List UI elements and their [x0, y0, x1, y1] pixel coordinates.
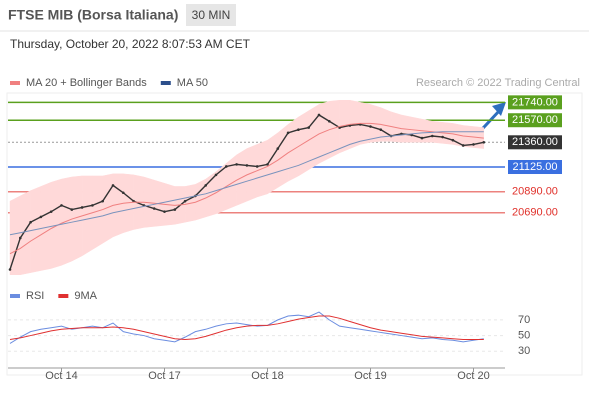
point [286, 131, 290, 135]
x-tick-label: Oct 17 [148, 370, 180, 382]
datetime: Thursday, October 20, 2022 8:07:53 AM CE… [10, 37, 251, 51]
point [163, 210, 166, 213]
point [49, 210, 53, 213]
x-tick-label: Oct 19 [354, 370, 386, 382]
point [266, 163, 269, 166]
point [420, 136, 424, 140]
legend-label: RSI [26, 290, 44, 302]
point [91, 204, 94, 207]
indicator-line [9, 131, 484, 236]
level-label: 21125.00 [512, 161, 557, 173]
point [441, 135, 444, 139]
frame [6, 92, 583, 376]
point [472, 143, 475, 146]
y-tick-label: 50 [518, 329, 530, 341]
point [235, 163, 238, 166]
bollinger-band [226, 154, 237, 210]
point [307, 126, 311, 129]
point [183, 199, 187, 203]
x-tick-label: Oct 18 [251, 370, 283, 382]
x-tick-label: Oct 14 [45, 370, 77, 382]
point [482, 141, 486, 144]
x-tick-label: Oct 20 [457, 370, 489, 382]
point [60, 204, 63, 207]
point [19, 236, 22, 240]
point [379, 128, 383, 131]
point [369, 125, 372, 128]
legend-label: MA 20 + Bollinger Bands [26, 77, 147, 89]
point [101, 199, 104, 203]
point [204, 184, 207, 187]
point [276, 147, 280, 150]
point [152, 207, 156, 210]
point [451, 138, 455, 142]
point [255, 165, 259, 168]
y-tick-label: 70 [518, 314, 530, 326]
level-label: 21360.00 [512, 136, 558, 148]
legend-label: MA 50 [177, 77, 208, 89]
point [111, 184, 115, 187]
level-label: 21570.00 [512, 114, 558, 126]
arrow-head [492, 102, 506, 116]
point [317, 113, 321, 117]
point [122, 191, 125, 195]
point [214, 173, 218, 177]
legend-swatch [160, 81, 171, 85]
title: FTSE MIB (Borsa Italiana) [8, 7, 178, 23]
legend-swatch [10, 294, 20, 298]
point [80, 206, 84, 209]
level-box [508, 160, 562, 175]
point [461, 144, 465, 147]
point [8, 268, 12, 271]
point [245, 164, 249, 167]
point [328, 119, 331, 123]
credit: Research © 2022 Trading Central [416, 77, 580, 89]
level-box [508, 135, 562, 150]
legend-label: 9MA [74, 290, 97, 302]
legend-swatch [10, 81, 20, 85]
indicator-line [9, 311, 484, 344]
point [297, 128, 300, 131]
interval-badge [186, 4, 236, 26]
y-tick-label: 30 [518, 345, 530, 357]
bollinger-band [205, 171, 217, 218]
level-box [508, 95, 562, 110]
point [173, 208, 177, 211]
indicator-line [9, 315, 484, 340]
indicator-line [9, 122, 484, 255]
point [225, 165, 228, 168]
point [39, 215, 43, 219]
level-box [508, 113, 562, 128]
level-label: 21740.00 [512, 96, 558, 108]
level-label: 20890.00 [512, 186, 558, 198]
point [70, 208, 74, 211]
level-label: 20690.00 [512, 207, 558, 219]
point [431, 134, 434, 138]
legend-swatch [58, 294, 69, 298]
interval: 30 MIN [192, 8, 231, 22]
point [29, 220, 32, 224]
